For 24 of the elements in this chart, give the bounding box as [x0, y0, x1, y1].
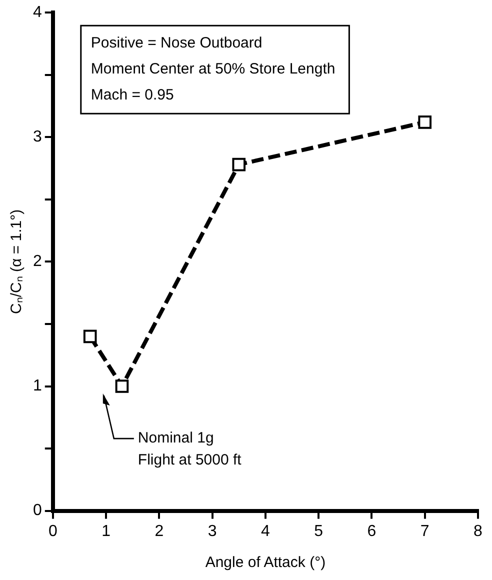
x-tick-label: 2 — [154, 522, 164, 540]
annotation: Positive = Nose Outboard — [90, 34, 262, 52]
y-axis-title: Cₙ/Cₙ (α = 1.1°) — [8, 209, 26, 314]
annotation: Mach = 0.95 — [90, 86, 174, 104]
y-tick-label: 3 — [32, 128, 42, 146]
y-tick-label: 0 — [32, 502, 42, 520]
y-tick-label: 4 — [32, 4, 42, 22]
point — [115, 380, 129, 393]
x-tick-label: 1 — [102, 522, 111, 540]
annotation: Nominal 1g Flight at 5000 ft — [138, 430, 242, 469]
x-tick-label: 7 — [420, 522, 430, 540]
point — [232, 158, 246, 172]
x-tick-label: 3 — [208, 522, 217, 540]
x-tick-label: 8 — [474, 522, 483, 540]
x-tick-label: 5 — [314, 522, 324, 540]
x-axis-title: Angle of Attack (°) — [205, 554, 326, 572]
point — [418, 116, 432, 129]
y-tick-label: 1 — [32, 378, 42, 395]
annotation: Moment Center at 50% Store Length — [90, 60, 336, 78]
x-tick-label: 6 — [367, 522, 376, 540]
x-tick-label: 0 — [48, 522, 58, 540]
y-tick-label: 2 — [32, 253, 42, 270]
x-tick-label: 4 — [260, 522, 270, 540]
point — [83, 330, 97, 344]
